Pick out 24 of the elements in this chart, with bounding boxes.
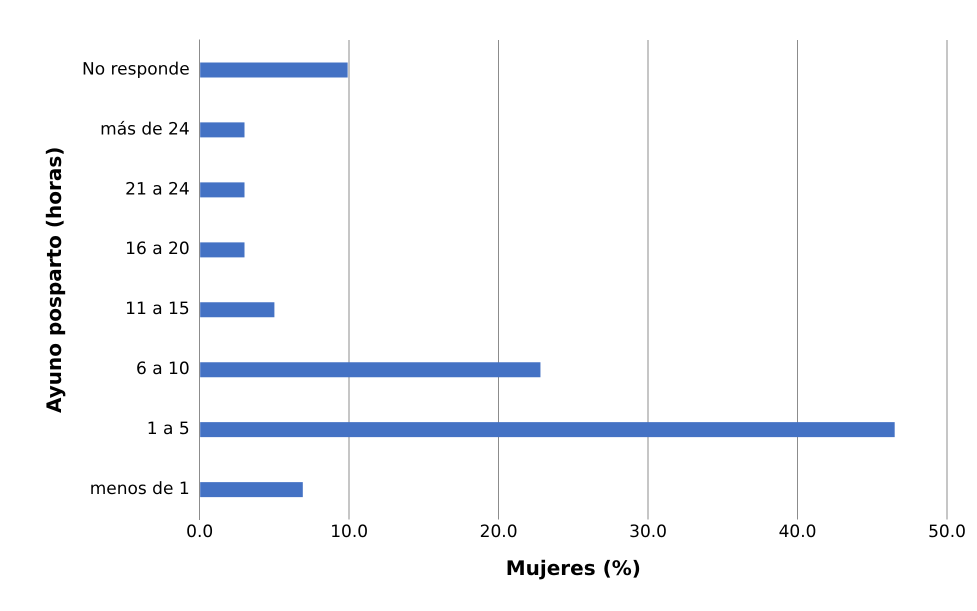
x-tick-label: 30.0 <box>629 522 667 542</box>
bar <box>200 122 245 138</box>
y-tick-label: menos de 1 <box>90 479 190 500</box>
x-tick-label: 10.0 <box>330 522 368 542</box>
y-tick-label: No responde <box>82 59 190 80</box>
x-tick-label: 20.0 <box>480 522 518 542</box>
bar <box>200 362 540 378</box>
y-axis-title: Ayuno posparto (horas) <box>42 146 66 414</box>
x-tick-label: 0.0 <box>186 522 214 542</box>
x-tick-label: 50.0 <box>928 522 966 542</box>
bar <box>200 422 895 438</box>
y-tick-label: 1 a 5 <box>146 419 190 440</box>
y-tick-label: 11 a 15 <box>125 299 190 320</box>
bar <box>200 182 245 198</box>
x-tick-label: 40.0 <box>778 522 816 542</box>
y-tick-label: 16 a 20 <box>125 239 190 260</box>
y-tick-label: 21 a 24 <box>125 179 190 200</box>
bar <box>200 242 245 258</box>
y-tick-label: más de 24 <box>100 119 190 140</box>
y-tick-label: 6 a 10 <box>136 359 190 380</box>
bar <box>200 302 274 318</box>
bar <box>200 482 303 498</box>
bar <box>200 62 348 78</box>
x-axis-title: Mujeres (%) <box>506 556 641 580</box>
